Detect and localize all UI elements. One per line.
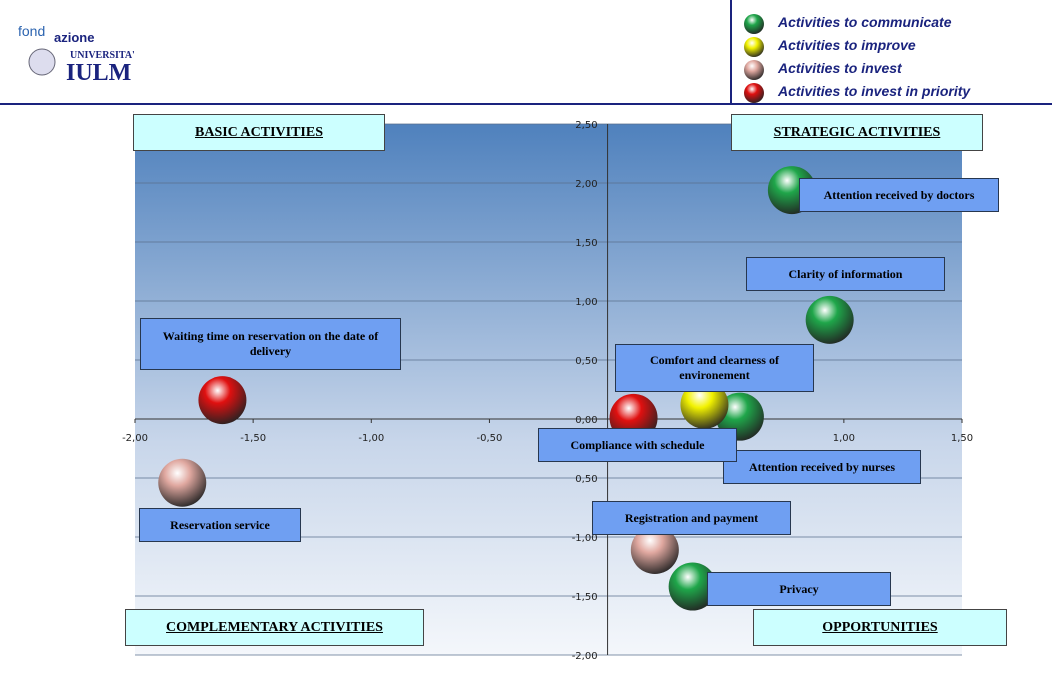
data-label: Compliance with schedule (538, 428, 737, 462)
legend-label: Activities to improve (778, 37, 916, 53)
logo-text: IULM (66, 60, 131, 86)
point (198, 376, 247, 425)
y-tick-label: 0,50 (575, 474, 597, 485)
quadrant-label: OPPORTUNITIES (753, 609, 1007, 646)
point (668, 562, 717, 611)
data-label: Reservation service (139, 508, 301, 542)
plot-area (135, 124, 962, 655)
data-label: Registration and payment (592, 501, 791, 535)
y-tick-label: -2,00 (572, 651, 598, 662)
point (805, 295, 854, 344)
logo-emblem (28, 48, 56, 76)
data-label: Attention received by nurses (723, 450, 921, 484)
legend-swatch (744, 14, 764, 34)
y-tick-label: 0,50 (575, 356, 597, 367)
legend-swatch (744, 37, 764, 57)
x-tick-label: -2,00 (122, 433, 148, 444)
legend-label: Activities to invest in priority (778, 83, 971, 99)
data-label: Privacy (707, 572, 891, 606)
x-tick-label: 1,50 (951, 433, 973, 444)
legend-label: Activities to invest (778, 60, 902, 76)
legend-label: Activities to communicate (778, 14, 952, 30)
x-tick-label: 1,00 (833, 433, 855, 444)
y-tick-label: 1,00 (575, 297, 597, 308)
legend-swatch (744, 60, 764, 80)
x-tick-label: -1,00 (358, 433, 384, 444)
legend-swatch (744, 83, 764, 103)
y-tick-label: -1,00 (572, 533, 598, 544)
y-tick-label: -1,50 (572, 592, 598, 603)
x-tick-label: -1,50 (240, 433, 266, 444)
quadrant-label: BASIC ACTIVITIES (133, 114, 385, 151)
logo-text: UNIVERSITA' (70, 50, 135, 61)
point (680, 380, 729, 429)
y-tick-label: 2,50 (575, 120, 597, 131)
y-tick-label: 1,50 (575, 238, 597, 249)
data-label: Clarity of information (746, 257, 945, 291)
logo-text: fond (18, 23, 45, 39)
y-tick-label: 2,00 (575, 179, 597, 190)
quadrant-label: COMPLEMENTARY ACTIVITIES (125, 609, 424, 646)
point (630, 525, 679, 574)
x-tick-label: -0,50 (476, 433, 502, 444)
quadrant-label: STRATEGIC ACTIVITIES (731, 114, 983, 151)
data-label: Comfort and clearness of environement (615, 344, 814, 392)
data-label: Waiting time on reservation on the date … (140, 318, 401, 370)
logo-text: azione (54, 30, 94, 45)
data-label: Attention received by doctors (799, 178, 999, 212)
y-tick-label: 0,00 (575, 415, 597, 426)
point (158, 458, 207, 507)
